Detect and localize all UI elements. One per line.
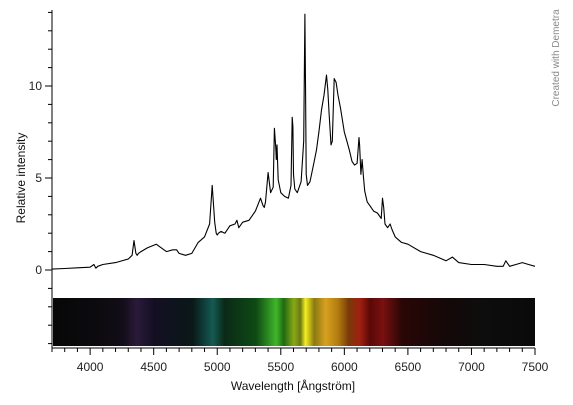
y-tick-label: 5 <box>35 171 42 185</box>
intensity-line <box>51 13 536 270</box>
x-axis: 4000 4500 5000 5500 6000 6500 7000 7500 <box>51 348 549 374</box>
x-tick-label: 4500 <box>140 360 167 374</box>
watermark-credit: Created with Demetra <box>551 9 562 107</box>
spectrum-strip <box>53 298 535 346</box>
y-tick-label: 0 <box>35 263 42 277</box>
spectrum-strip-layer <box>53 298 535 346</box>
x-tick-label: 5000 <box>204 360 231 374</box>
series-layer <box>51 13 536 270</box>
y-tick-label: 10 <box>29 79 43 93</box>
y-axis-title: Relative intensity <box>14 133 28 224</box>
x-tick-label: 7500 <box>522 360 549 374</box>
x-tick-label: 6000 <box>331 360 358 374</box>
y-axis: 0 5 10 <box>29 11 52 345</box>
x-axis-title: Wavelength [Ångström] <box>231 378 355 393</box>
x-tick-label: 4000 <box>77 360 104 374</box>
x-tick-label: 7000 <box>458 360 485 374</box>
x-tick-label: 6500 <box>395 360 422 374</box>
x-tick-label: 5500 <box>267 360 294 374</box>
